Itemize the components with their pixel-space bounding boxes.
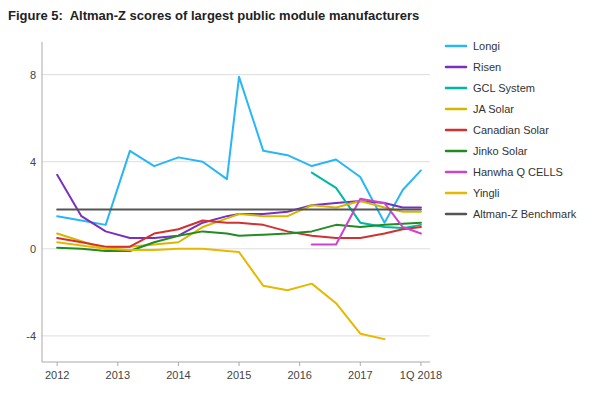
legend-label: GCL System	[473, 82, 535, 94]
grid-line	[42, 74, 430, 75]
legend-swatch	[446, 87, 466, 90]
y-axis-line	[42, 42, 43, 362]
x-tick-label: 2013	[106, 369, 130, 381]
legend: Longi Risen GCL System JA Solar Canadian Sol…	[446, 40, 577, 220]
legend-label: Altman-Z Benchmark	[473, 208, 577, 220]
legend-swatch	[446, 192, 466, 195]
legend-label: Risen	[473, 61, 501, 73]
legend-swatch	[446, 129, 466, 132]
series-line	[57, 201, 421, 249]
series-lines	[57, 77, 421, 339]
series-line	[57, 242, 384, 339]
axes: -4 0 4 8 2012 2013 2014 2015 2016 2017 1Q 2018	[26, 42, 442, 381]
chart: Figure 5: Altman-Z scores of largest pub…	[0, 0, 600, 393]
legend-swatch	[446, 171, 466, 174]
legend-label: JA Solar	[473, 103, 514, 115]
y-tick-label: 8	[30, 69, 36, 81]
series-line	[312, 199, 421, 245]
y-tick-label: -4	[26, 330, 36, 342]
title: Figure 5: Altman-Z scores of largest pub…	[8, 8, 419, 23]
series-line	[57, 223, 421, 251]
grid-line	[42, 161, 430, 162]
x-tick-label: 2012	[45, 369, 69, 381]
legend-label: Hanwha Q CELLS	[473, 166, 563, 178]
x-axis-line	[42, 362, 430, 363]
x-tick	[117, 362, 118, 366]
x-tick-label: 2017	[348, 369, 372, 381]
x-tick-label: 2015	[227, 369, 251, 381]
y-tick-label: 0	[30, 243, 36, 255]
x-tick	[178, 362, 179, 366]
legend-label: Canadian Solar	[473, 124, 549, 136]
legend-swatch	[446, 66, 466, 69]
x-tick-label: 2014	[166, 369, 190, 381]
x-tick	[360, 362, 361, 366]
series-line	[57, 175, 421, 238]
legend-label: Jinko Solar	[473, 145, 528, 157]
legend-swatch	[446, 45, 466, 48]
x-tick	[57, 362, 58, 366]
legend-swatch	[446, 213, 466, 216]
legend-label: Longi	[473, 40, 500, 52]
legend-swatch	[446, 108, 466, 111]
x-tick	[239, 362, 240, 366]
legend-label: Yingli	[473, 187, 500, 199]
x-tick-label: 1Q 2018	[400, 369, 442, 381]
series-line	[57, 209, 421, 211]
x-tick	[420, 362, 421, 366]
y-tick-label: 4	[30, 156, 36, 168]
series-line	[57, 221, 421, 247]
x-tick	[299, 362, 300, 366]
x-tick-label: 2016	[287, 369, 311, 381]
legend-swatch	[446, 150, 466, 153]
